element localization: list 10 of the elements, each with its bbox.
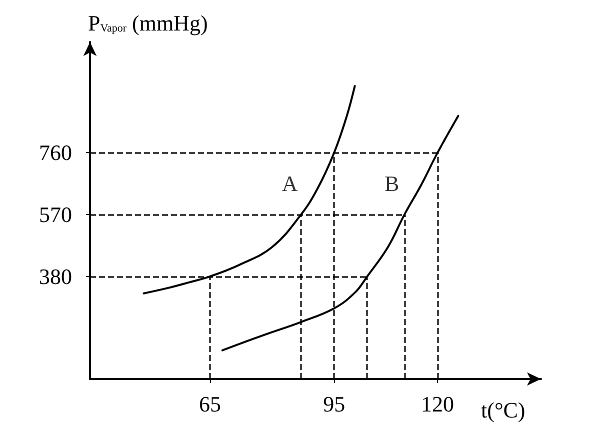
x-tick-label: 65 (198, 392, 221, 416)
annotation: B (384, 171, 400, 196)
annotation: A (282, 171, 298, 196)
x-axis-title: t(°C) (481, 398, 526, 422)
y-axis-title: PVapor (mmHg) (88, 10, 208, 36)
x-tick-label: 95 (323, 392, 346, 416)
y-tick-label: 760 (39, 140, 72, 166)
x-tick-label: 120 (421, 392, 454, 416)
y-tick-label: 380 (39, 264, 72, 289)
y-tick-label: 570 (39, 202, 72, 228)
